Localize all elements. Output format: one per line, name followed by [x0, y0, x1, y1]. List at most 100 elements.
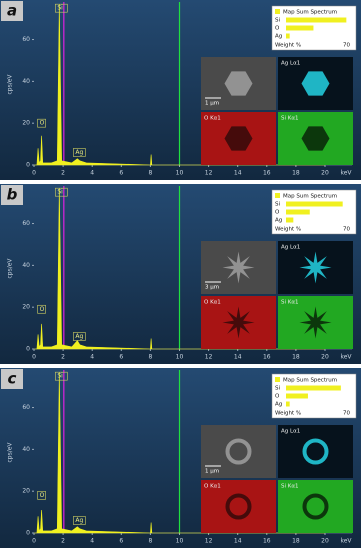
inset-bar: [286, 217, 294, 223]
scale-bar-label: 1 μm: [205, 469, 219, 475]
inset-category: Si: [275, 18, 280, 24]
inset-bar: [286, 209, 310, 215]
particle: [302, 493, 329, 520]
y-tick-label: 60: [22, 36, 30, 43]
x-tick-label: 0: [32, 170, 36, 177]
x-tick-label: 8: [148, 170, 152, 177]
inset-xlabel: Weight %: [275, 411, 301, 417]
inset-category: Ag: [275, 218, 282, 224]
x-tick-label: 0: [32, 538, 36, 545]
annotation-box: [37, 118, 46, 128]
particle: [222, 306, 255, 339]
inset-x-tick-label: 70: [343, 411, 350, 417]
x-tick-label: 10: [176, 170, 184, 177]
inset-swatch: [275, 193, 280, 198]
peak-annotation: O: [40, 120, 45, 127]
inset-title: Map Sum Spectrum: [283, 378, 337, 384]
panel-label: a: [7, 2, 17, 20]
y-axis-label: cps/eV: [7, 442, 14, 463]
annotation-box: [73, 148, 86, 157]
y-tick-label: 40: [22, 262, 30, 269]
y-tick-label: 60: [22, 404, 30, 411]
y-tick-label: 40: [22, 446, 30, 453]
annotation-box: [37, 304, 46, 314]
x-tick-label: 12: [205, 354, 213, 361]
peak-annotation: Si: [57, 189, 63, 196]
x-tick-label: 2: [61, 170, 65, 177]
map-tile: [278, 425, 353, 478]
map-tile: [201, 425, 276, 478]
x-tick-label: 20: [321, 538, 329, 545]
x-tick-label: 14: [234, 538, 242, 545]
inset-x-tick-label: 70: [343, 227, 350, 233]
map-label: Ag Lα1: [281, 245, 300, 251]
annotation-box: [73, 332, 86, 341]
x-tick-label: 12: [205, 170, 213, 177]
x-tick-label: 18: [292, 354, 300, 361]
y-axis-label: cps/eV: [7, 258, 14, 279]
map-label: Si Kα1: [281, 300, 299, 306]
spectrum: [34, 3, 325, 166]
panel-label-box: [1, 1, 23, 21]
y-tick-label: 0: [26, 346, 30, 353]
map-label: O Kα1: [204, 116, 221, 122]
x-tick-label: 10: [176, 538, 184, 545]
inset-title: Map Sum Spectrum: [283, 194, 337, 200]
x-tick-label: 4: [90, 538, 94, 545]
y-tick-label: 40: [22, 78, 30, 85]
inset-category: Si: [275, 202, 280, 208]
x-tick-label: 14: [234, 170, 242, 177]
x-tick-label: 4: [90, 170, 94, 177]
x-tick-label: 0: [32, 354, 36, 361]
x-tick-label: 18: [292, 170, 300, 177]
y-tick-label: 60: [22, 220, 30, 227]
x-tick-label: 6: [119, 538, 123, 545]
inset-bar: [286, 201, 343, 207]
y-tick-label: 20: [22, 120, 30, 127]
particle: [299, 251, 332, 284]
inset-bar: [286, 393, 308, 399]
y-tick-label: 20: [22, 304, 30, 311]
map-label: Ag Lα1: [281, 61, 300, 67]
y-axis-label: cps/eV: [7, 74, 14, 95]
inset-swatch: [275, 377, 280, 382]
y-tick-label: 0: [26, 530, 30, 537]
y-tick-label: 0: [26, 162, 30, 169]
map-label: O Kα1: [204, 300, 221, 306]
inset-category: O: [275, 210, 280, 216]
x-unit: keV: [340, 538, 352, 545]
y-tick-label: 20: [22, 488, 30, 495]
x-tick-label: 6: [119, 354, 123, 361]
scale-bar-label: 3 μm: [205, 285, 219, 291]
peak-annotation: Ag: [75, 149, 83, 156]
x-tick-label: 10: [176, 354, 184, 361]
x-tick-label: 18: [292, 538, 300, 545]
inset-category: Ag: [275, 34, 282, 40]
peak-annotation: O: [40, 492, 45, 499]
x-tick-label: 20: [321, 170, 329, 177]
x-tick-label: 8: [148, 354, 152, 361]
annotation-box: [73, 516, 86, 525]
panel-label-box: [1, 369, 23, 389]
x-tick-label: 2: [61, 538, 65, 545]
peak-annotation: Si: [57, 373, 63, 380]
inset-category: O: [275, 26, 280, 32]
x-tick-label: 20: [321, 354, 329, 361]
map-label: O Kα1: [204, 484, 221, 490]
x-tick-label: 6: [119, 170, 123, 177]
x-unit: keV: [340, 170, 352, 177]
inset-title: Map Sum Spectrum: [283, 10, 337, 16]
annotation-box: [55, 3, 68, 13]
map-label: Si Kα1: [281, 484, 299, 490]
inset-swatch: [275, 9, 280, 14]
inset-bar: [286, 401, 290, 407]
x-tick-label: 8: [148, 538, 152, 545]
spectrum: [34, 187, 325, 350]
particle: [222, 251, 255, 284]
map-tile: [201, 480, 276, 533]
peak-annotation: Si: [57, 5, 63, 12]
inset-category: Si: [275, 386, 280, 392]
panel-label: b: [7, 186, 18, 204]
particle: [224, 71, 253, 96]
